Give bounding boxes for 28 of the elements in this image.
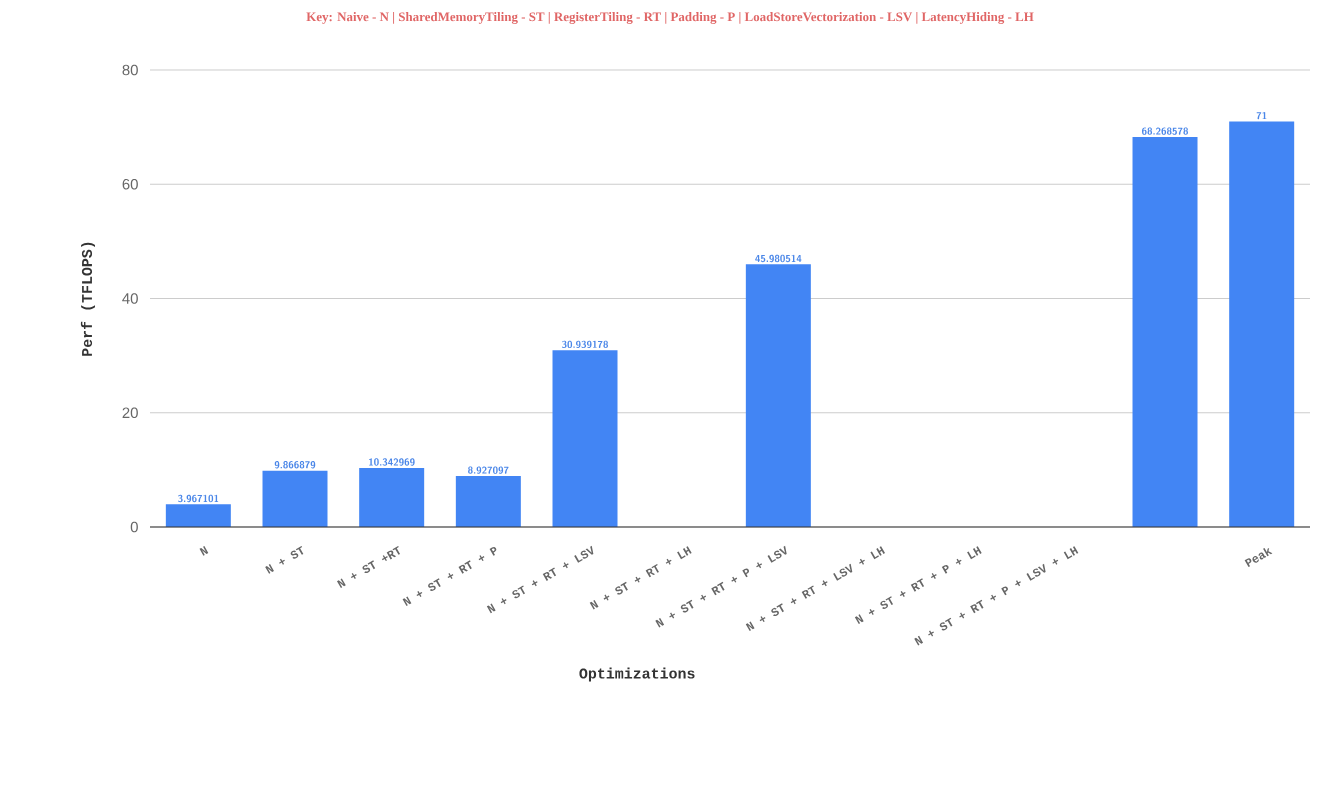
data-label: 10.342969 (368, 458, 415, 466)
bar (745, 264, 811, 527)
x-tick-label: N + ST (265, 545, 304, 574)
y-tick-label: 40 (122, 293, 138, 304)
data-label: 30.939178 (562, 340, 608, 349)
data-label: 68.268578 (1142, 127, 1188, 135)
bar (165, 504, 231, 527)
bar (1229, 121, 1295, 527)
x-tick-label: Peak (1244, 547, 1273, 568)
y-tick-label: 20 (122, 407, 138, 419)
data-label: 71 (1256, 111, 1267, 120)
bar (455, 476, 521, 527)
data-label: 45.980514 (755, 254, 802, 263)
data-label: 9.866879 (274, 461, 316, 469)
x-axis-title: Optimizations (579, 667, 695, 682)
y-tick-label: 80 (122, 64, 138, 76)
data-label: 8.927097 (468, 466, 509, 474)
bar (552, 350, 618, 527)
chart-title: Key: Naive - N | SharedMemoryTiling - ST | RegisterTiling - RT | Padding - P | LoadStoreVectorization - LSV | LatencyHiding - LH (306, 12, 1034, 24)
y-axis-title: Perf (TFLOPS) (80, 242, 96, 356)
y-tick-label: 60 (122, 178, 138, 190)
y-tick-label: 0 (130, 521, 138, 533)
x-tick-label: N (199, 546, 209, 556)
x-tick-label: N + ST +RT (336, 545, 401, 589)
data-label: 3.967101 (178, 494, 219, 503)
bar (1132, 137, 1198, 527)
bar (359, 467, 425, 527)
bar (262, 470, 328, 527)
